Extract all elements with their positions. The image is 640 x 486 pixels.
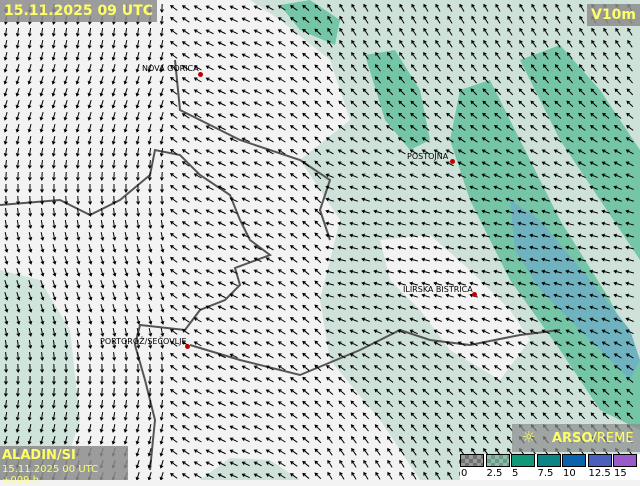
city-label-nova-gorica: NOVA GORICA (142, 64, 199, 73)
arso-logo: ☼ ARSO VREME (512, 424, 640, 452)
sun-icon: ☼ (522, 428, 535, 446)
legend-tick-label: 7.5 (538, 468, 554, 479)
legend-swatch (460, 454, 484, 467)
legend-tick-label: 12.5 (589, 468, 611, 479)
model-name: ALADIN/SI (2, 448, 76, 463)
legend-tick-label: 15 (614, 468, 627, 479)
valid-time-title: 15.11.2025 09 UTC (0, 0, 157, 22)
legend-tick-label: 2.5 (487, 468, 503, 479)
legend-tick-label: 10 (563, 468, 576, 479)
legend-swatch (588, 454, 612, 467)
parameter-label: V10m (587, 4, 640, 26)
legend-swatch (613, 454, 637, 467)
legend-swatch (537, 454, 561, 467)
brand-light: VREME (588, 431, 634, 446)
city-label-ilirska-bistrica: ILIRSKA BISTRICA (403, 285, 473, 294)
legend-tick-label: 0 (461, 468, 467, 479)
legend-swatch (562, 454, 586, 467)
legend-swatch (511, 454, 535, 467)
city-label-portoroz: PORTOROŽ/SEČOVLJE (100, 337, 187, 346)
brand-bold: ARSO (552, 431, 593, 446)
city-label-postojna: POSTOJNA (407, 152, 448, 161)
legend-swatch (486, 454, 510, 467)
legend-tick-label: 5 (512, 468, 518, 479)
model-info: ALADIN/SI 15.11.2025 00 UTC +009 h (0, 446, 128, 480)
city-dot-postojna (450, 159, 455, 164)
model-run: 15.11.2025 00 UTC +009 h (2, 464, 128, 486)
